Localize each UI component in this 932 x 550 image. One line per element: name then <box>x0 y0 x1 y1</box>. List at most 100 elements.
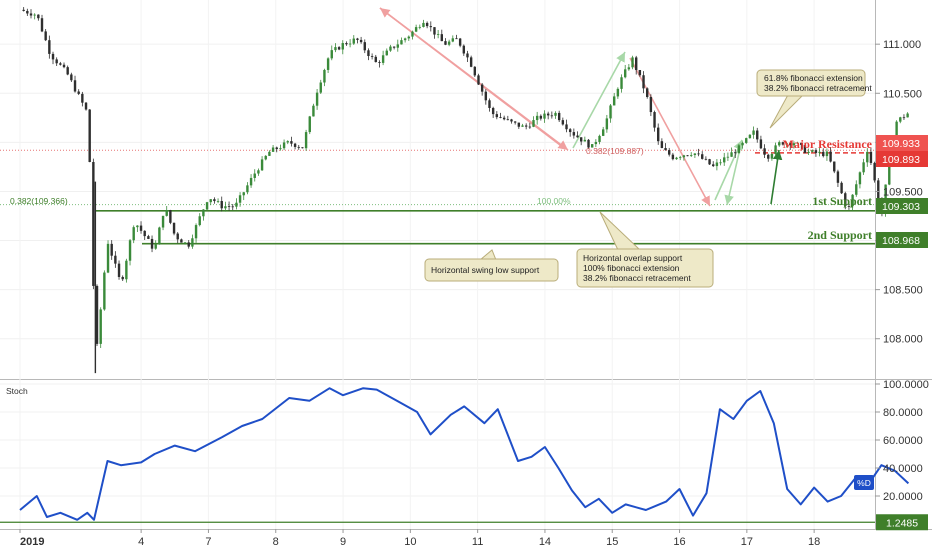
candle-body <box>77 91 80 94</box>
candle-body <box>359 39 363 43</box>
candle-body <box>213 199 216 202</box>
candle-body <box>550 115 554 117</box>
candle-body <box>103 272 106 310</box>
candle-body <box>770 153 774 159</box>
candle-body <box>902 117 906 119</box>
time-tick-label: 18 <box>808 536 820 548</box>
candle-body <box>319 82 322 93</box>
fib-arrow-green-2 <box>714 139 743 201</box>
candle-body <box>282 142 286 149</box>
candle-body <box>334 47 337 51</box>
candle-body <box>862 162 865 173</box>
candle-body <box>444 41 447 45</box>
candle-body <box>286 141 289 143</box>
candle-body <box>51 53 55 60</box>
candle-body <box>33 14 36 16</box>
candle-body <box>811 150 814 152</box>
candle-body <box>165 210 168 216</box>
candle-body <box>693 153 697 156</box>
candle-body <box>224 206 227 209</box>
stoch-tick-label: 60.0000 <box>883 435 923 447</box>
price-tick-label: 109.500 <box>883 186 923 198</box>
candle-body <box>436 34 440 35</box>
candle-body <box>315 92 319 106</box>
fib-label-109-366: 0.382(109.366) <box>10 196 68 206</box>
candle-body <box>301 147 304 149</box>
time-tick-label: 17 <box>741 536 753 548</box>
candle-body <box>132 227 135 241</box>
candle-body <box>829 151 832 162</box>
candle-body <box>473 66 477 76</box>
callout-swing-low: Horizontal swing low support <box>424 249 559 282</box>
candle-body <box>781 142 785 145</box>
candle-body <box>814 150 818 153</box>
time-tick-label: 16 <box>673 536 685 548</box>
candle-body <box>411 31 414 37</box>
candle-body <box>194 225 198 239</box>
candle-body <box>447 41 451 45</box>
candle-body <box>425 22 429 27</box>
candle-body <box>183 242 187 244</box>
candle-body <box>847 206 851 207</box>
candle-body <box>451 38 455 42</box>
candle-body <box>73 80 77 92</box>
price-labels: 109.933 109.893 109.303 108.968 1.2485 <box>876 135 928 531</box>
candle-body <box>143 230 146 237</box>
candle-body <box>158 227 161 245</box>
candle-body <box>583 139 587 142</box>
time-tick-label: 14 <box>539 536 551 548</box>
candle-body <box>231 206 234 208</box>
time-tick-label: 8 <box>273 536 279 548</box>
candle-body <box>374 56 377 63</box>
candle-body <box>242 192 245 196</box>
candle-body <box>414 27 418 32</box>
candle-body <box>620 77 623 89</box>
candle-body <box>653 112 656 128</box>
candle-body <box>440 34 444 42</box>
candle-body <box>807 151 810 153</box>
candle-body <box>169 210 172 223</box>
candle-body <box>627 67 631 70</box>
candle-body <box>257 170 260 174</box>
candle-body <box>26 10 29 14</box>
fib-arrow-green-1 <box>572 51 626 149</box>
candle-body <box>888 158 891 185</box>
candle-body <box>568 129 572 133</box>
candle-body <box>686 155 689 157</box>
candle-body <box>502 117 506 120</box>
stoch-title: Stoch <box>6 386 28 396</box>
candle-body <box>792 143 796 146</box>
candle-body <box>844 193 847 207</box>
candle-body <box>825 151 829 157</box>
candle-body <box>587 139 590 148</box>
candle-body <box>59 63 62 65</box>
price-axis-label: 109.933 <box>882 138 920 150</box>
candle-body <box>557 112 561 121</box>
candle-body <box>719 162 722 164</box>
stoch-threshold-label-bg <box>876 514 928 531</box>
target-arrow-up <box>770 149 783 205</box>
candle-body <box>260 159 264 171</box>
time-axis: 2019 4 7 8 9 10 11 14 15 16 17 18 <box>19 529 820 548</box>
stoch-legend-label: %D <box>857 478 871 488</box>
candle-body <box>44 31 47 41</box>
candle-body <box>741 142 744 146</box>
candle-body <box>745 138 748 143</box>
candle-body <box>601 129 605 136</box>
candle-body <box>579 137 583 142</box>
candle-body <box>774 145 777 154</box>
candle-body <box>708 159 711 165</box>
candle-body <box>657 127 660 142</box>
candle-body <box>381 55 385 63</box>
candle-body <box>191 238 194 247</box>
candle-body <box>800 142 803 145</box>
callout-overlap-support: Horizontal overlap support 100% fibonacc… <box>576 211 714 288</box>
candle-body <box>367 50 370 57</box>
candle-body <box>279 148 282 150</box>
candle-body <box>565 124 568 130</box>
candle-body <box>88 109 91 162</box>
candle-body <box>429 26 432 28</box>
candle-body <box>466 53 469 58</box>
candle-body <box>723 157 726 163</box>
stoch-d-line <box>19 387 910 521</box>
